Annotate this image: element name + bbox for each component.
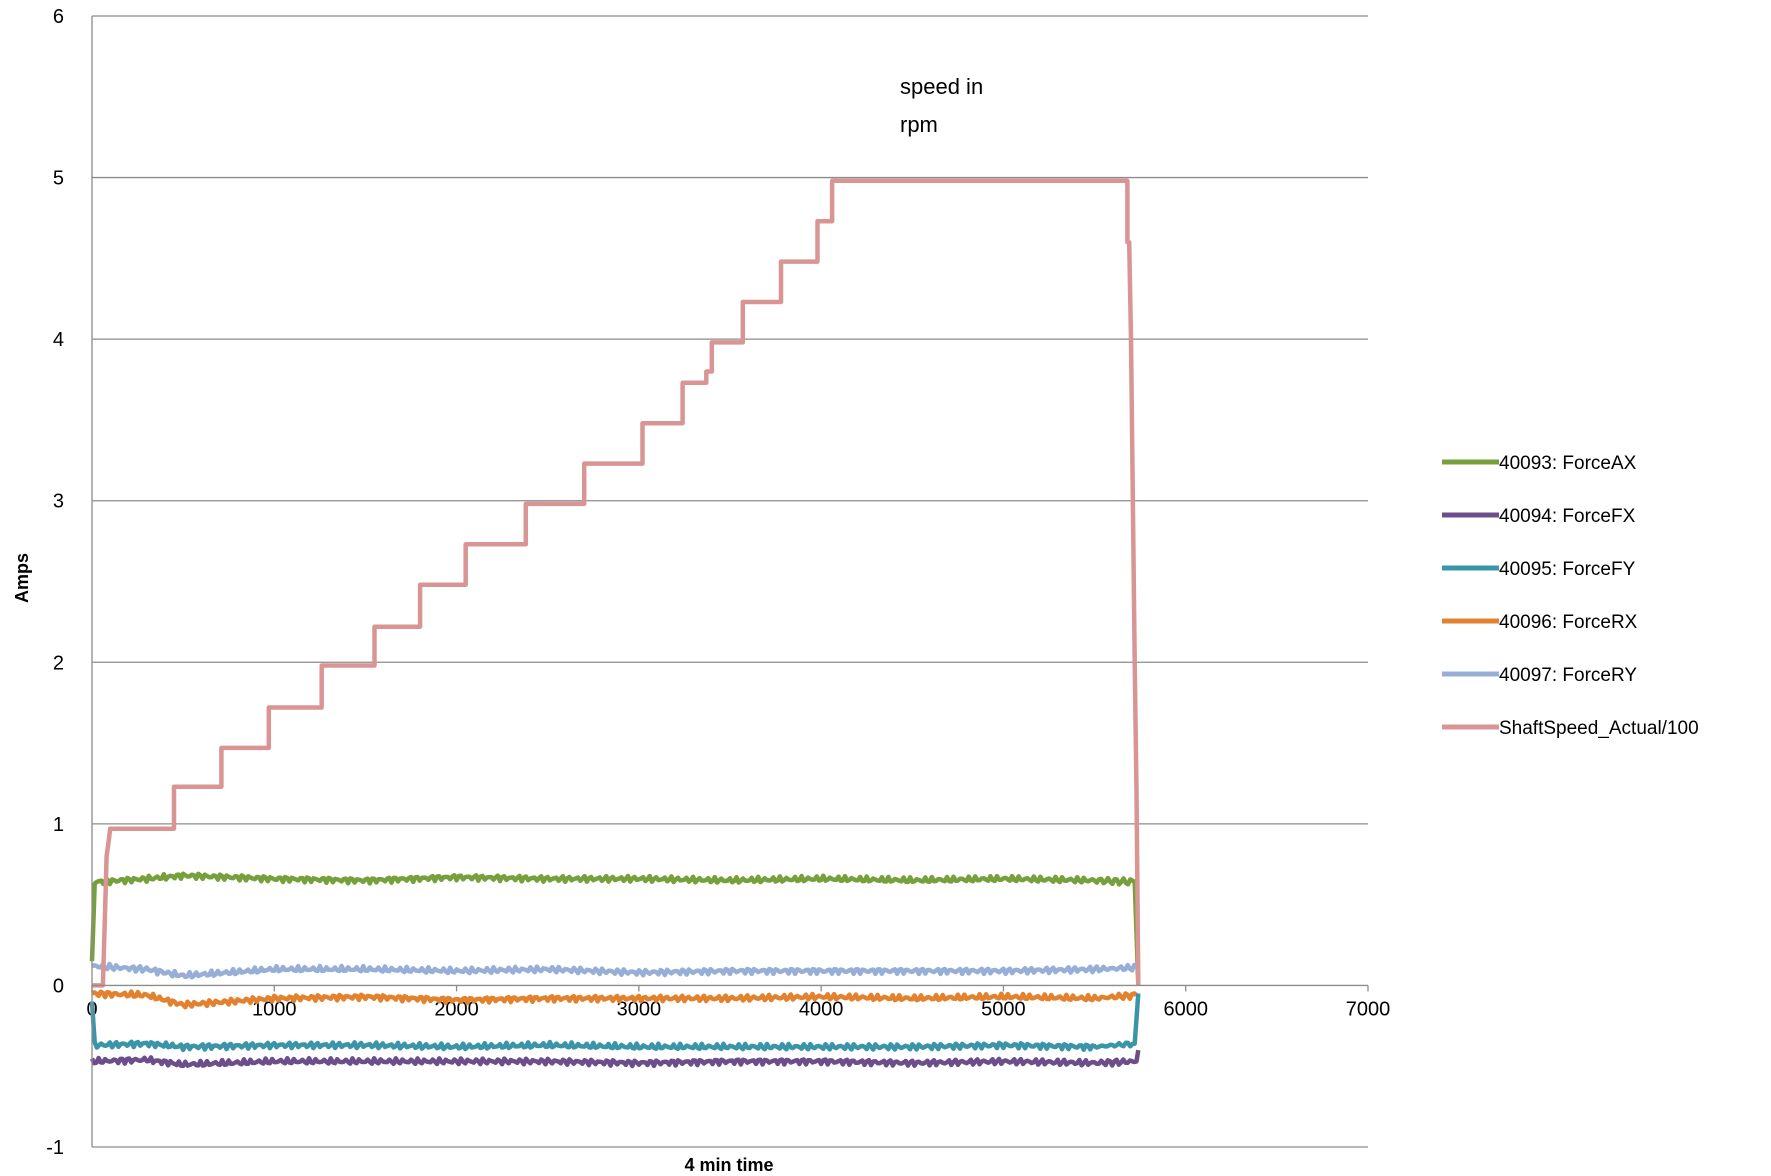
y-tick-label: 5 <box>53 168 64 190</box>
legend-label: ShaftSpeed_Actual/100 <box>1499 718 1699 739</box>
gridlines <box>92 15 1368 1148</box>
legend-label: 40096: ForceRX <box>1499 612 1638 633</box>
x-tick-label: 7000 <box>1346 998 1391 1020</box>
x-tick-label: 3000 <box>617 998 662 1020</box>
y-axis-title: Amps <box>12 553 32 603</box>
y-tick-labels: -1 0 1 2 3 4 5 6 <box>46 6 64 1159</box>
series-line-1 <box>89 871 1141 986</box>
axes <box>91 16 1369 1147</box>
x-tick-label: 5000 <box>981 998 1026 1020</box>
annotation-line-2: rpm <box>900 112 938 137</box>
y-tick-label: 3 <box>53 491 64 513</box>
series-lines <box>89 178 1141 1069</box>
y-tick-label: 2 <box>53 652 64 674</box>
y-tick-label: -1 <box>46 1137 64 1159</box>
x-tick-label: 1000 <box>252 998 297 1020</box>
series-line-4 <box>90 989 1138 1010</box>
series-line-2 <box>89 1049 1141 1069</box>
legend-label: 40093: ForceAX <box>1499 453 1637 474</box>
legend-label: 40094: ForceFX <box>1499 506 1636 527</box>
annotation-line-1: speed in <box>900 74 983 99</box>
y-tick-label: 6 <box>53 6 64 28</box>
series-line-6 <box>92 178 1141 988</box>
legend: 40093: ForceAX 40094: ForceFX 40095: Force… <box>1442 453 1699 739</box>
x-tick-labels: 0 1000 2000 3000 4000 5000 6000 7000 <box>86 998 1390 1020</box>
x-tick-label: 6000 <box>1163 998 1208 1020</box>
legend-label: 40095: ForceFY <box>1499 559 1636 580</box>
legend-label: 40097: ForceRY <box>1499 665 1637 686</box>
x-axis-title: 4 min time <box>684 1155 773 1175</box>
y-tick-label: 4 <box>53 329 64 351</box>
x-tick-label: 4000 <box>799 998 844 1020</box>
y-tick-label: 0 <box>53 975 64 997</box>
y-tick-label: 1 <box>53 814 64 836</box>
series-line-5 <box>91 961 1139 980</box>
series-line-3 <box>89 993 1141 1053</box>
